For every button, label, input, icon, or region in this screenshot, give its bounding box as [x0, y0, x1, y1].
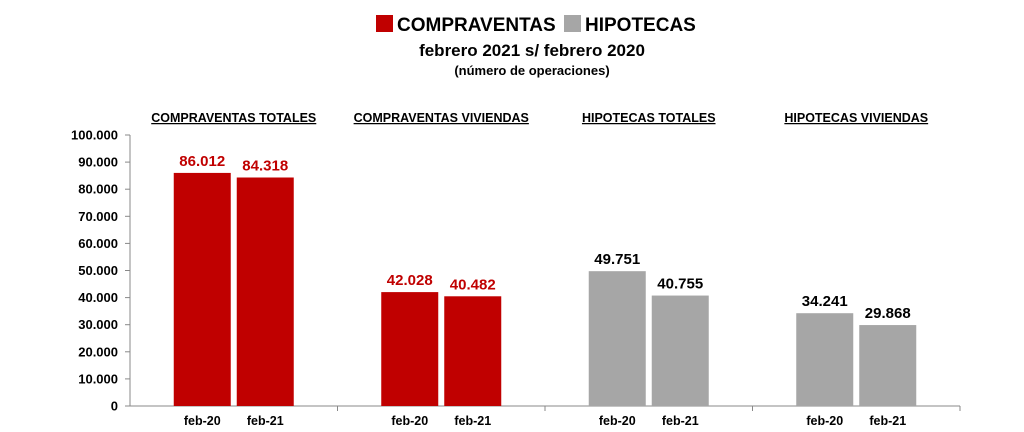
x-tick-label: feb-20 [391, 414, 428, 428]
y-tick-label: 20.000 [78, 344, 118, 359]
bar [796, 313, 854, 406]
legend-label-compraventas: COMPRAVENTAS [397, 15, 556, 36]
y-tick-label: 0 [111, 399, 118, 414]
bar [859, 325, 917, 406]
bar-value-label: 40.482 [450, 276, 496, 293]
bar-value-label: 42.028 [387, 272, 433, 289]
bar-value-label: 86.012 [179, 153, 225, 170]
x-tick-label: feb-21 [869, 414, 906, 428]
legend-swatch-compraventas [376, 15, 393, 32]
bar [651, 295, 709, 406]
legend-swatch-hipotecas [564, 15, 581, 32]
chart-subtitle: (número de operaciones) [454, 63, 609, 78]
group-header: HIPOTECAS VIVIENDAS [784, 111, 928, 125]
y-tick-label: 90.000 [78, 155, 118, 170]
x-tick-label: feb-21 [662, 414, 699, 428]
x-tick-label: feb-20 [806, 414, 843, 428]
bar [381, 292, 439, 406]
bar [588, 271, 646, 406]
bar [173, 172, 231, 406]
y-tick-label: 70.000 [78, 209, 118, 224]
bar-value-label: 34.241 [802, 293, 848, 310]
y-tick-label: 10.000 [78, 371, 118, 386]
group-header: COMPRAVENTAS VIVIENDAS [354, 111, 529, 125]
group-header: COMPRAVENTAS TOTALES [151, 111, 316, 125]
y-tick-label: 60.000 [78, 236, 118, 251]
x-tick-label: feb-21 [454, 414, 491, 428]
y-tick-label: 50.000 [78, 263, 118, 278]
legend-label-hipotecas: HIPOTECAS [585, 15, 696, 36]
y-tick-label: 40.000 [78, 290, 118, 305]
x-tick-label: feb-20 [184, 414, 221, 428]
bar [444, 296, 502, 406]
y-tick-label: 30.000 [78, 317, 118, 332]
x-tick-label: feb-21 [247, 414, 284, 428]
y-tick-label: 80.000 [78, 182, 118, 197]
x-tick-label: feb-20 [599, 414, 636, 428]
group-header: HIPOTECAS TOTALES [582, 111, 716, 125]
bar-value-label: 29.868 [865, 305, 911, 322]
bar-value-label: 84.318 [242, 157, 288, 174]
bar [236, 177, 294, 406]
plot-area: 0 10.000 20.000 30.000 40.000 50.000 60.000 70.… [71, 111, 961, 428]
bar-value-label: 49.751 [594, 251, 640, 268]
legend: COMPRAVENTAS HIPOTECAS [376, 15, 696, 36]
bar-value-label: 40.755 [657, 276, 703, 293]
y-tick-label: 100.000 [71, 128, 118, 143]
chart-title: febrero 2021 s/ febrero 2020 [419, 41, 645, 60]
